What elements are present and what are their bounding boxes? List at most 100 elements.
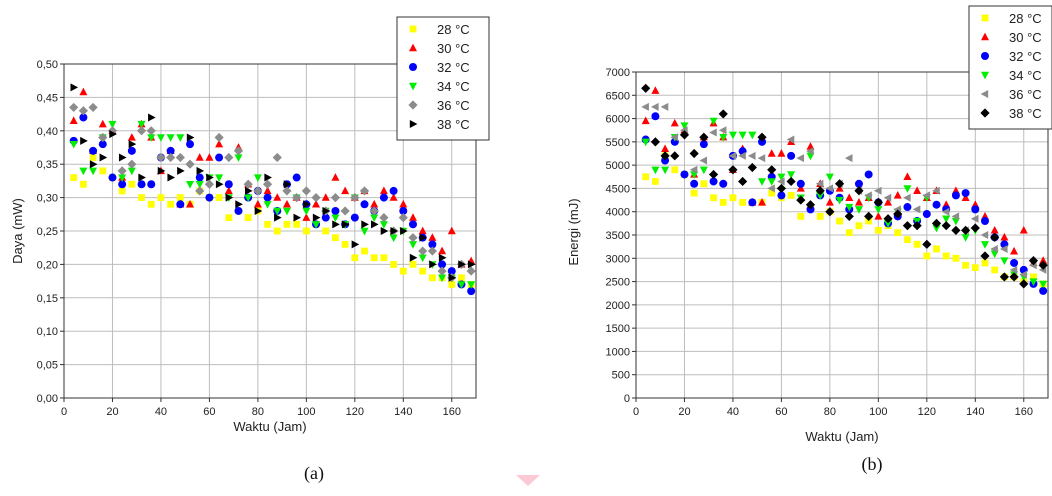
data-point (729, 194, 737, 202)
data-point (128, 140, 137, 149)
data-point (913, 240, 921, 248)
data-point (78, 106, 88, 116)
data-point (815, 179, 824, 188)
data-point (148, 113, 156, 122)
data-point (262, 179, 273, 189)
data-point (340, 206, 350, 216)
data-point (215, 153, 224, 162)
data-point (1039, 286, 1048, 295)
y-tick-label: 5500 (606, 137, 630, 149)
data-point (873, 186, 882, 195)
x-tick-label: 120 (918, 406, 936, 418)
data-point (660, 151, 670, 161)
data-point (224, 186, 233, 195)
data-point (379, 213, 389, 223)
y-axis-label-b: Energi (mJ) (566, 198, 581, 265)
data-point (700, 180, 708, 188)
data-point (757, 132, 767, 142)
data-point (660, 102, 669, 111)
data-point (758, 198, 767, 206)
data-point (467, 281, 476, 289)
data-point (466, 266, 476, 276)
data-point (303, 200, 311, 209)
data-point (1009, 265, 1018, 274)
data-point (118, 180, 127, 189)
data-point (400, 227, 408, 235)
data-point (855, 222, 863, 230)
data-point (408, 213, 417, 221)
data-point (235, 200, 243, 209)
data-point (438, 246, 447, 255)
y-tick-label: 0,35 (37, 159, 58, 171)
data-point (351, 254, 359, 262)
data-point (796, 179, 805, 188)
y-tick-label: 2000 (606, 300, 630, 312)
data-point (1019, 279, 1029, 289)
data-point (874, 226, 882, 234)
data-point (301, 186, 311, 196)
data-point (689, 148, 699, 159)
data-point (302, 207, 311, 216)
data-point (321, 193, 330, 201)
data-point (282, 207, 291, 216)
x-ticks-a: 0 20 40 60 80 100 120 140 160 (61, 398, 461, 418)
data-point (738, 151, 746, 160)
data-point (806, 147, 814, 156)
data-point (186, 199, 195, 208)
data-point (389, 234, 398, 243)
data-point (758, 178, 767, 186)
data-point (971, 205, 980, 214)
data-point (274, 213, 282, 222)
data-point (932, 200, 941, 209)
data-point (127, 146, 136, 155)
data-point (427, 246, 437, 256)
data-point (903, 172, 912, 180)
data-point (884, 198, 893, 206)
data-point (351, 240, 360, 249)
data-point (263, 193, 272, 202)
data-point (825, 184, 834, 193)
y-tick-label: 4500 (606, 183, 630, 195)
data-point (448, 281, 456, 288)
data-point (864, 211, 874, 221)
data-point (136, 126, 147, 136)
legend-label: 36 °C (437, 98, 470, 113)
data-point (369, 206, 379, 216)
legend-label: 28 °C (1009, 11, 1042, 26)
data-point (980, 231, 989, 239)
data-point (670, 118, 679, 127)
data-point (128, 180, 136, 188)
data-point (263, 201, 272, 209)
data-point (177, 166, 185, 175)
y-tick-label: 0,00 (37, 393, 58, 405)
data-point (176, 134, 185, 142)
data-point (205, 153, 214, 161)
data-point (447, 226, 456, 235)
chart-panel-b: 0500100015002000250030003500400045005000… (566, 5, 1052, 475)
data-point (98, 140, 107, 149)
data-point (961, 234, 970, 242)
data-point (777, 149, 786, 157)
data-point (283, 180, 292, 189)
legend-label: 30 °C (437, 41, 470, 56)
legend-label: 34 °C (1009, 68, 1042, 83)
data-point (980, 217, 989, 226)
data-point (1028, 256, 1039, 266)
data-point (332, 220, 340, 229)
legend-marker (980, 108, 990, 118)
data-point (458, 274, 465, 282)
y-tick-label: 1500 (606, 323, 630, 335)
x-tick-label: 80 (252, 406, 264, 418)
data-point (710, 194, 717, 202)
data-point (1010, 246, 1019, 255)
data-point (825, 198, 834, 206)
data-point (961, 189, 970, 198)
data-point (254, 206, 263, 215)
data-point (224, 180, 233, 189)
data-point (728, 151, 737, 160)
y-tick-label: 7000 (606, 67, 630, 79)
caption-b: (b) (862, 454, 883, 475)
data-point (98, 132, 108, 143)
data-point (642, 173, 650, 181)
data-point (195, 153, 204, 161)
